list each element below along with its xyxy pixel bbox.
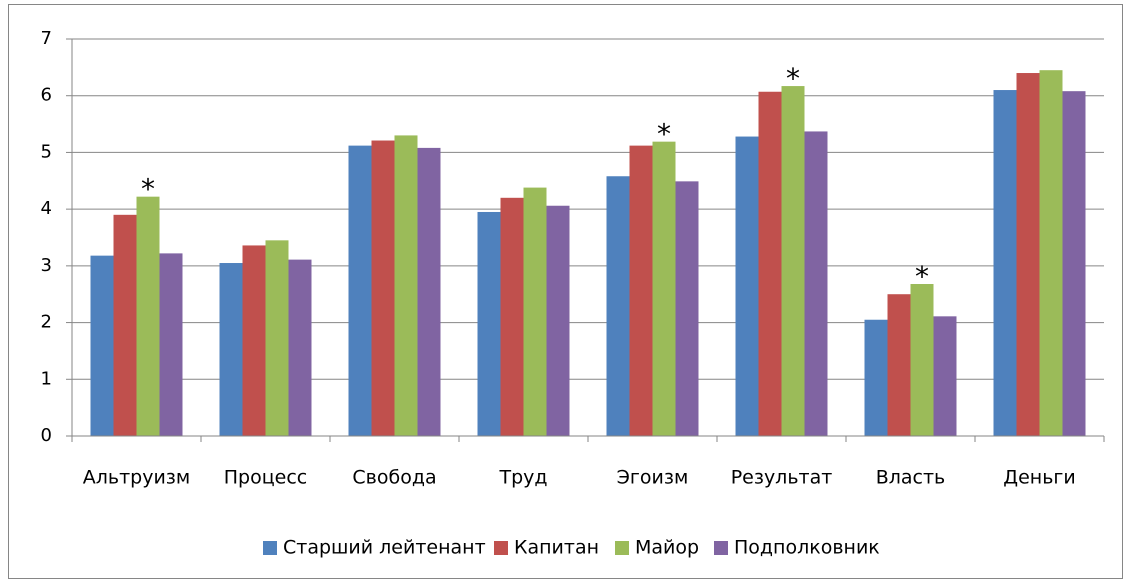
bar bbox=[242, 245, 266, 436]
legend-swatch bbox=[714, 541, 728, 555]
bar bbox=[500, 197, 524, 436]
x-tick-label: Процесс bbox=[224, 467, 308, 489]
bar bbox=[606, 176, 630, 436]
bar bbox=[993, 90, 1017, 437]
legend-label: Подполковник bbox=[734, 537, 880, 559]
bar bbox=[652, 141, 676, 436]
bar bbox=[219, 263, 243, 436]
x-tick-label: Эгоизм bbox=[617, 467, 689, 489]
bar bbox=[90, 255, 114, 436]
x-tick-label: Труд bbox=[498, 467, 547, 489]
annotation: * bbox=[657, 118, 671, 151]
bar bbox=[417, 147, 441, 437]
bar bbox=[735, 136, 759, 436]
x-tick-label: Свобода bbox=[352, 467, 436, 489]
annotation: * bbox=[915, 260, 929, 293]
bar bbox=[1062, 91, 1086, 437]
bar bbox=[804, 131, 828, 437]
legend-swatch bbox=[615, 541, 629, 555]
bar bbox=[933, 316, 957, 436]
bar bbox=[348, 145, 372, 436]
bar bbox=[546, 205, 570, 436]
bar bbox=[910, 284, 934, 436]
legend-label: Майор bbox=[635, 537, 699, 559]
legend-swatch bbox=[263, 541, 277, 555]
bar bbox=[887, 294, 911, 436]
bar bbox=[371, 140, 395, 437]
y-tick-label: 0 bbox=[41, 425, 52, 446]
legend-swatch bbox=[494, 541, 508, 555]
bar bbox=[288, 259, 312, 436]
legend-label: Старший лейтенант bbox=[283, 537, 486, 559]
x-tick-label: Деньги bbox=[1003, 467, 1075, 489]
bar bbox=[394, 135, 418, 436]
bar bbox=[629, 145, 653, 436]
bar bbox=[523, 187, 547, 436]
bar bbox=[1016, 73, 1040, 437]
y-tick-label: 2 bbox=[41, 312, 52, 333]
bar bbox=[477, 211, 501, 436]
bar bbox=[1039, 70, 1063, 436]
y-tick-label: 4 bbox=[41, 198, 52, 219]
bar bbox=[159, 253, 183, 436]
y-tick-label: 6 bbox=[41, 85, 52, 106]
y-tick-label: 3 bbox=[41, 255, 52, 276]
annotation: * bbox=[141, 173, 155, 206]
bar bbox=[113, 214, 137, 436]
x-tick-label: Результат bbox=[731, 467, 833, 489]
bar bbox=[265, 240, 289, 436]
bar bbox=[781, 86, 805, 436]
y-tick-label: 7 bbox=[41, 28, 52, 49]
y-tick-label: 5 bbox=[41, 141, 52, 162]
x-tick-label: Власть bbox=[876, 467, 946, 489]
bar bbox=[136, 196, 160, 436]
bar bbox=[864, 319, 888, 436]
bar bbox=[675, 181, 699, 436]
x-tick-label: Альтруизм bbox=[83, 467, 191, 489]
bar bbox=[758, 91, 782, 436]
annotation: * bbox=[786, 62, 800, 95]
y-tick-label: 1 bbox=[41, 368, 52, 389]
legend-label: Капитан bbox=[514, 537, 599, 559]
